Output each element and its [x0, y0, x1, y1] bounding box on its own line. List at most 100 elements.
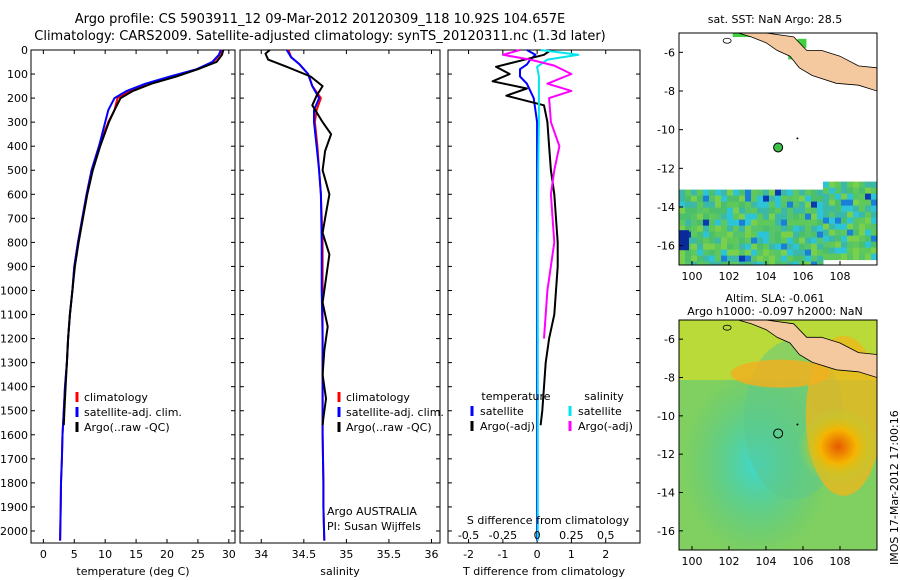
sst-cell: [859, 223, 866, 231]
sst-cell: [793, 201, 800, 209]
sst-cell: [775, 261, 782, 265]
sst-cell: [685, 225, 692, 233]
sst-cell: [691, 255, 698, 263]
sst-cell: [721, 213, 728, 221]
sst-cell: [841, 253, 848, 261]
sst-cell: [835, 187, 842, 195]
sst-cell: [835, 247, 842, 255]
map-x-tick-label: 104: [755, 555, 776, 568]
sst-cell: [853, 205, 860, 213]
legend-label: Argo(-adj): [578, 420, 633, 433]
series-line-t-satellite: [519, 49, 539, 541]
legend-salinity-header: salinity: [584, 390, 624, 403]
sst-cell: [703, 195, 710, 203]
sst-cell: [691, 237, 698, 245]
sst-cell: [859, 229, 866, 237]
map-x-tick-label: 108: [829, 270, 850, 283]
sst-cell: [679, 219, 686, 227]
sst-cell: [697, 231, 704, 239]
sst-cell: [763, 225, 770, 233]
sst-cell: [787, 219, 794, 227]
sst-cell: [703, 213, 710, 221]
sst-cell: [859, 247, 866, 255]
legend-temperature-header: temperature: [481, 390, 550, 403]
sst-cell: [751, 219, 758, 227]
sst-cell: [829, 211, 836, 219]
sst-cell: [739, 261, 746, 265]
sst-cell: [685, 195, 692, 203]
x-tick-label: 34: [254, 548, 268, 561]
map-y-tick-label: -14: [657, 201, 675, 214]
sst-cell: [709, 243, 716, 251]
sst-cell: [811, 189, 818, 197]
sst-cell: [775, 243, 782, 251]
secondary-tick-label: 0: [534, 529, 541, 542]
sst-cell: [745, 213, 752, 221]
sst-cell: [757, 195, 764, 203]
sst-cell: [709, 237, 716, 245]
sst-cell: [817, 213, 824, 221]
sst-cell: [787, 243, 794, 251]
sst-cell: [763, 255, 770, 263]
sst-cell: [793, 237, 800, 245]
secondary-axis-label: S difference from climatology: [467, 514, 630, 527]
sst-cell: [835, 253, 842, 261]
sst-cell: [823, 181, 830, 189]
sst-cell: [751, 207, 758, 215]
sst-cell: [835, 205, 842, 213]
map-y-tick-label: -16: [657, 525, 675, 538]
sst-cell: [847, 235, 854, 243]
secondary-tick-label: -0.25: [489, 529, 517, 542]
map-y-tick-label: -8: [664, 85, 675, 98]
sst-cell: [871, 211, 877, 219]
x-tick-label: 1: [568, 548, 575, 561]
sst-cell: [853, 247, 860, 255]
sst-cell: [727, 255, 734, 263]
sst-cell: [847, 223, 854, 231]
sst-cell: [757, 225, 764, 233]
sst-cell: [769, 225, 776, 233]
sst-cell: [835, 193, 842, 201]
sst-cell: [763, 201, 770, 209]
sst-cell: [703, 225, 710, 233]
sst-cell: [865, 223, 872, 231]
sst-cell: [685, 189, 692, 197]
sst-cell: [787, 195, 794, 203]
legend-label: satellite-adj. clim.: [84, 406, 182, 419]
series-line-satellite-adj-clim-: [59, 49, 222, 541]
sst-cell: [805, 207, 812, 215]
sst-cell: [709, 225, 716, 233]
y-tick-label: 1000: [0, 284, 28, 297]
sst-cell: [715, 213, 722, 221]
sst-cell: [841, 199, 848, 207]
sst-cell: [703, 207, 710, 215]
sst-cell: [703, 243, 710, 251]
sst-cell: [811, 231, 818, 239]
sst-cell: [679, 207, 686, 215]
sst-cell: [733, 231, 740, 239]
sst-cell: [859, 205, 866, 213]
sst-cell: [871, 199, 877, 207]
sst-cell: [763, 213, 770, 221]
sst-cell: [817, 189, 824, 197]
y-tick-label: 1600: [0, 429, 28, 442]
x-tick-label: 0: [40, 548, 47, 561]
sst-cell: [739, 225, 746, 233]
sst-cell: [727, 207, 734, 215]
sst-cell: [811, 213, 818, 221]
sst-cell: [859, 235, 866, 243]
sst-cell: [763, 231, 770, 239]
sst-cell: [847, 199, 854, 207]
sst-cell: [865, 235, 872, 243]
sst-cell: [769, 201, 776, 209]
sst-cell: [685, 207, 692, 215]
series-line-t-argo-adj-: [491, 49, 559, 426]
sst-cell: [841, 193, 848, 201]
plot-frame-temperature: [30, 49, 236, 544]
sst-cell: [865, 205, 872, 213]
sst-cell: [799, 249, 806, 257]
figure-title-line2: Climatology: CARS2009. Satellite-adjuste…: [34, 29, 606, 44]
sst-cell: [793, 255, 800, 263]
x-tick-label: 0: [534, 548, 541, 561]
